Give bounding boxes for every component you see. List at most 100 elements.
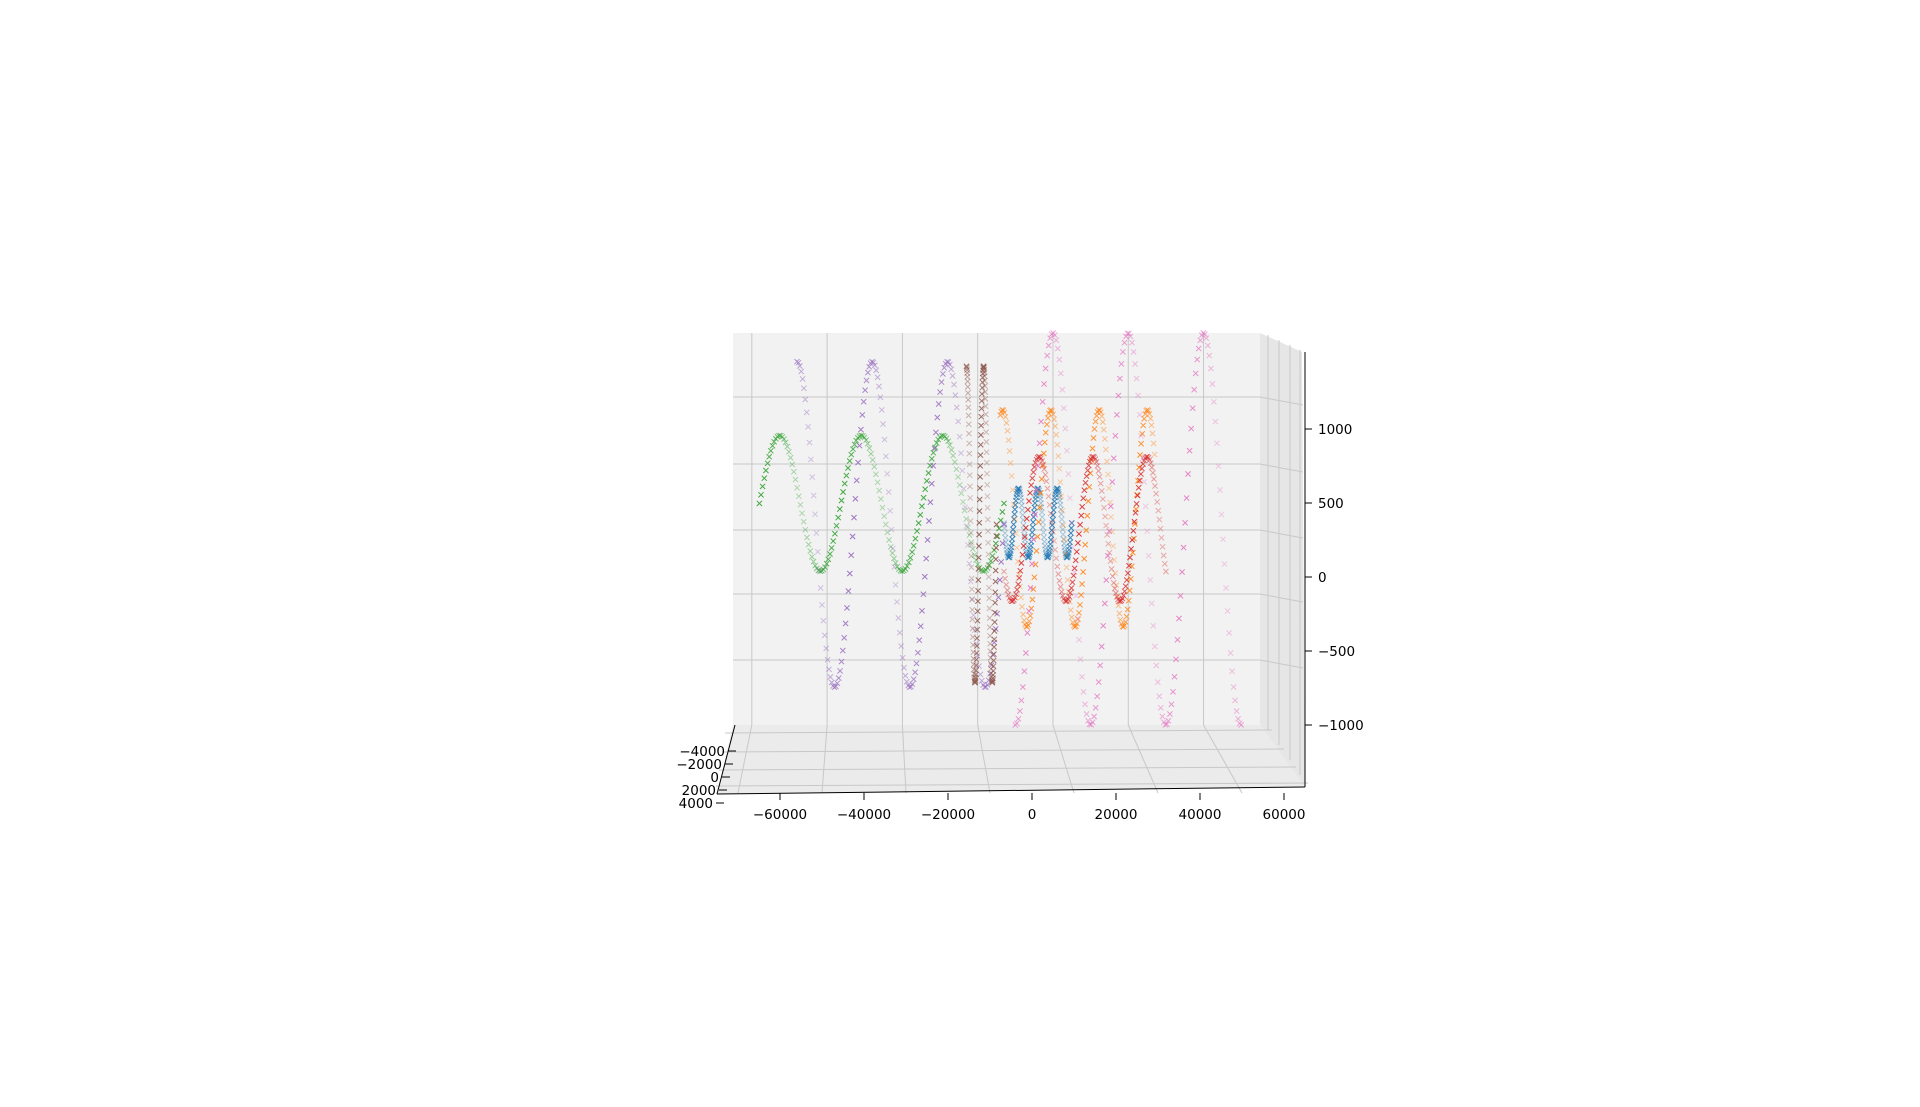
data-point-marker	[1154, 498, 1161, 505]
data-point-marker	[1010, 501, 1017, 508]
data-point-marker	[823, 645, 830, 652]
data-point-marker	[1006, 448, 1013, 454]
data-point-marker	[973, 643, 980, 649]
data-point-marker	[845, 588, 852, 595]
data-point-marker	[1104, 552, 1111, 559]
data-point-marker	[1048, 527, 1055, 534]
data-point-marker	[938, 379, 945, 386]
data-point-marker	[1044, 485, 1051, 492]
data-point-marker	[966, 430, 972, 437]
data-point-marker	[1141, 478, 1148, 485]
data-point-marker	[1123, 577, 1130, 584]
data-point-marker	[1207, 365, 1214, 372]
data-point-marker	[991, 619, 998, 626]
data-point-marker	[1054, 345, 1061, 352]
data-point-marker	[992, 599, 999, 606]
data-point-marker	[920, 494, 927, 501]
y-tick-label: 0	[710, 770, 719, 786]
data-point-marker	[1035, 463, 1042, 470]
data-point-marker	[1045, 554, 1052, 561]
data-point-marker	[1163, 721, 1170, 728]
data-point-marker	[1139, 455, 1146, 462]
data-point-marker	[838, 497, 845, 504]
data-point-marker	[871, 463, 878, 470]
data-point-marker	[1101, 600, 1108, 607]
data-point-marker	[1157, 704, 1164, 711]
data-point-marker	[1021, 533, 1028, 540]
data-point-marker	[966, 450, 973, 457]
data-point-marker	[1123, 613, 1130, 620]
data-point-marker	[1047, 335, 1054, 342]
data-point-marker	[917, 623, 924, 630]
data-point-marker	[1112, 432, 1119, 439]
data-point-marker	[1050, 512, 1057, 518]
data-point-marker	[958, 450, 964, 457]
series-6	[963, 363, 1000, 686]
data-point-marker	[1025, 622, 1032, 629]
data-point-marker	[1069, 619, 1076, 626]
data-point-marker	[809, 474, 816, 481]
data-point-marker	[1153, 662, 1160, 669]
data-point-marker	[1044, 415, 1051, 421]
data-point-marker	[965, 421, 972, 428]
data-point-marker	[1124, 606, 1131, 613]
data-point-marker	[984, 516, 991, 523]
data-point-marker	[799, 510, 805, 517]
data-point-marker	[1019, 507, 1026, 514]
data-point-marker	[850, 446, 856, 453]
data-point-marker	[1024, 506, 1031, 513]
data-point-marker	[1071, 569, 1078, 575]
data-point-marker	[965, 390, 971, 396]
data-point-marker	[999, 508, 1006, 515]
data-point-marker	[1105, 471, 1111, 478]
data-point-marker	[953, 404, 960, 411]
data-point-marker	[973, 662, 980, 669]
data-point-marker	[1148, 422, 1155, 429]
data-point-marker	[983, 449, 990, 456]
data-point-marker	[958, 490, 965, 497]
data-point-marker	[1040, 529, 1047, 536]
data-point-marker	[937, 389, 944, 396]
data-point-marker	[1112, 590, 1119, 597]
data-point-marker	[1029, 596, 1036, 603]
data-point-marker	[1149, 469, 1156, 476]
data-point-marker	[1110, 579, 1117, 586]
data-point-marker	[976, 531, 983, 538]
data-point-marker	[1099, 496, 1106, 503]
data-point-marker	[945, 438, 952, 445]
data-point-marker	[879, 504, 886, 511]
data-point-marker	[888, 526, 895, 533]
data-point-marker	[1020, 611, 1027, 618]
data-point-marker	[1133, 500, 1140, 507]
grid-line-floor	[977, 724, 991, 794]
data-point-marker	[1120, 592, 1127, 599]
data-point-marker	[822, 564, 828, 571]
data-point-marker	[956, 482, 963, 488]
data-point-marker	[1212, 418, 1219, 425]
data-point-marker	[960, 498, 966, 505]
data-point-marker	[1052, 546, 1059, 553]
data-point-marker	[1085, 717, 1092, 724]
data-point-marker	[1057, 583, 1064, 590]
data-point-marker	[1101, 435, 1108, 442]
data-point-marker	[1009, 531, 1016, 538]
data-point-marker	[1044, 352, 1051, 359]
data-point-marker	[1095, 467, 1102, 474]
data-point-marker	[999, 540, 1006, 547]
data-point-marker	[1018, 502, 1025, 509]
data-point-marker	[1101, 504, 1107, 511]
data-point-marker	[1057, 479, 1064, 486]
data-point-marker	[1094, 693, 1101, 700]
data-point-marker	[934, 414, 941, 421]
data-point-marker	[1166, 711, 1173, 717]
data-point-marker	[1147, 415, 1154, 422]
data-point-marker	[915, 520, 922, 527]
data-point-marker	[1162, 721, 1169, 728]
data-point-marker	[1018, 594, 1024, 601]
data-point-marker	[951, 381, 957, 388]
data-point-marker	[819, 601, 825, 608]
data-point-marker	[968, 575, 975, 582]
data-point-marker	[1063, 447, 1070, 454]
data-point-marker	[1224, 608, 1231, 615]
data-point-marker	[836, 506, 843, 513]
